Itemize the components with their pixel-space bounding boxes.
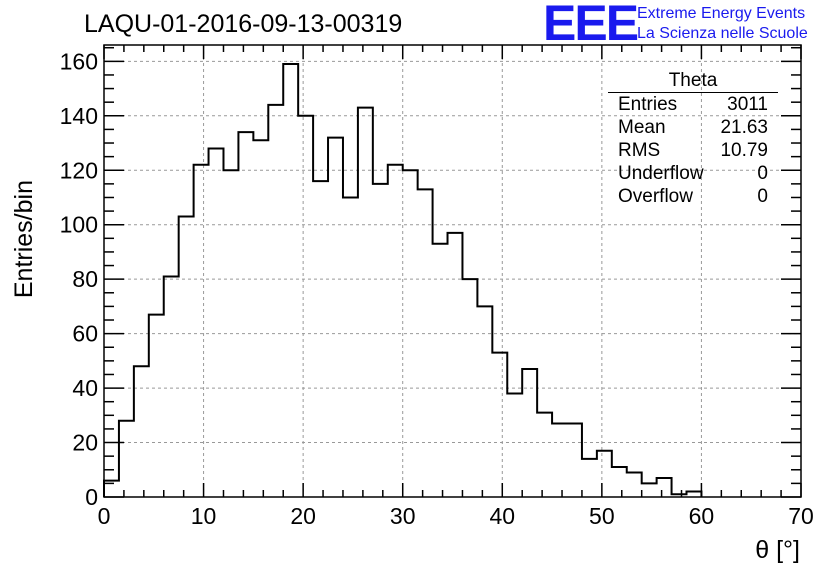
stats-label: RMS	[618, 140, 661, 161]
stats-value: 3011	[727, 94, 768, 115]
y-tick-label: 120	[60, 157, 98, 183]
x-tick-label: 20	[290, 503, 316, 529]
plot-frame	[103, 44, 802, 498]
histogram-step-line	[103, 63, 703, 497]
stats-value: 10.79	[720, 140, 768, 161]
eee-logo: EEE	[543, 0, 639, 51]
x-tick-label: 50	[589, 503, 615, 529]
x-tick-label: 60	[689, 503, 715, 529]
stats-row-rms: RMS 10.79	[608, 139, 778, 162]
histogram-title: LAQU-01-2016-09-13-00319	[84, 10, 403, 38]
y-tick-label: 60	[72, 321, 98, 347]
stats-value: 0	[757, 186, 768, 207]
axis-ticks	[103, 45, 802, 498]
stats-value: 21.63	[720, 117, 768, 138]
y-tick-label: 80	[72, 266, 98, 292]
grid-lines	[104, 45, 801, 497]
stats-row-mean: Mean 21.63	[608, 116, 778, 139]
y-tick-label: 20	[72, 430, 98, 456]
y-tick-label: 140	[60, 103, 98, 129]
x-tick-label: 70	[788, 503, 814, 529]
stats-label: Overflow	[618, 186, 693, 207]
logo-line-1: Extreme Energy Events	[637, 5, 806, 22]
stats-label: Entries	[618, 94, 678, 115]
x-tick-label: 0	[98, 503, 111, 529]
stats-box-title: Theta	[608, 70, 778, 93]
stats-row-overflow: Overflow 0	[608, 185, 778, 208]
stats-row-entries: Entries 3011	[608, 93, 778, 116]
y-tick-label: 0	[85, 484, 98, 510]
stats-box: Theta Entries 3011 Mean 21.63 RMS 10.79 …	[608, 70, 778, 208]
x-tick-label: 10	[191, 503, 217, 529]
logo-line-2: La Scienza nelle Scuole	[637, 25, 808, 42]
x-tick-label: 40	[489, 503, 515, 529]
stats-label: Underflow	[618, 163, 704, 184]
stats-row-underflow: Underflow 0	[608, 162, 778, 185]
y-tick-label: 100	[60, 212, 98, 238]
stats-value: 0	[757, 163, 768, 184]
y-tick-label: 160	[60, 48, 98, 74]
x-tick-label: 30	[390, 503, 416, 529]
y-tick-label: 40	[72, 375, 98, 401]
stats-label: Mean	[618, 117, 666, 138]
y-axis-label: Entries/bin	[10, 180, 38, 298]
tick-labels: 0 10 20 30 40 50 60 70 0 20 40 60 80 100 120 140 160	[60, 48, 814, 529]
x-axis-label: θ [°]	[755, 536, 800, 564]
